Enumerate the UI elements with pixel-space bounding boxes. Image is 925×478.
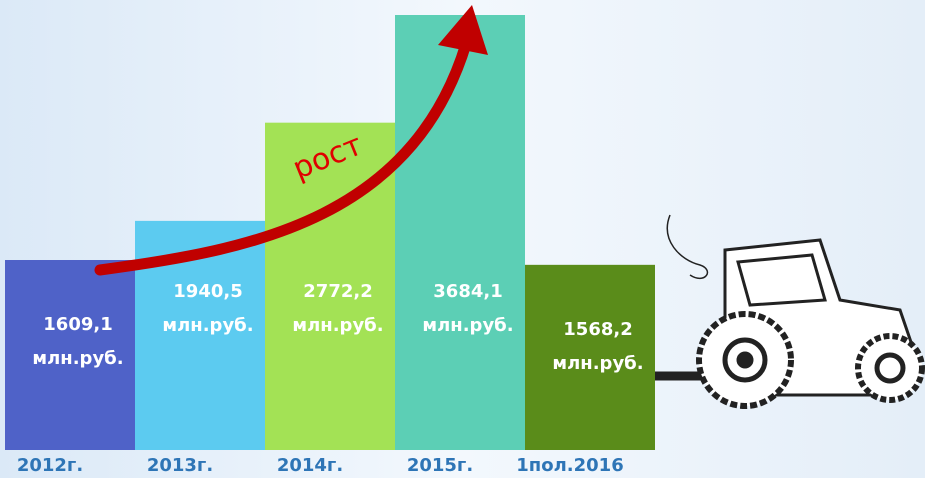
tractor [655,214,925,409]
bar [5,260,135,450]
value-label: 1609,1 [43,314,112,335]
value-label: 1568,2 [563,319,632,340]
unit-label: млн.руб. [422,315,513,336]
growth-arrow [94,24,476,276]
x-tick-label: 2013г. [147,455,213,476]
unit-label: млн.руб. [32,348,123,369]
x-tick-label: 1пол.2016 [516,455,623,476]
value-label: 3684,1 [433,281,502,302]
value-label: 1940,5 [173,281,242,302]
bars: 1609,1 млн.руб. 1940,5 млн.руб. 2772,2 млн.ру… [5,15,655,450]
bar [525,264,655,450]
unit-label: млн.руб. [162,315,253,336]
bar [395,15,525,450]
x-tick-label: 2012г. [17,455,83,476]
unit-label: млн.руб. [292,315,383,336]
x-tick-label: 2015г. [407,455,473,476]
arrow-head [438,5,488,55]
x-tick-label: 2014г. [277,455,343,476]
value-label: 2772,2 [303,281,372,302]
unit-label: млн.руб. [552,353,643,374]
